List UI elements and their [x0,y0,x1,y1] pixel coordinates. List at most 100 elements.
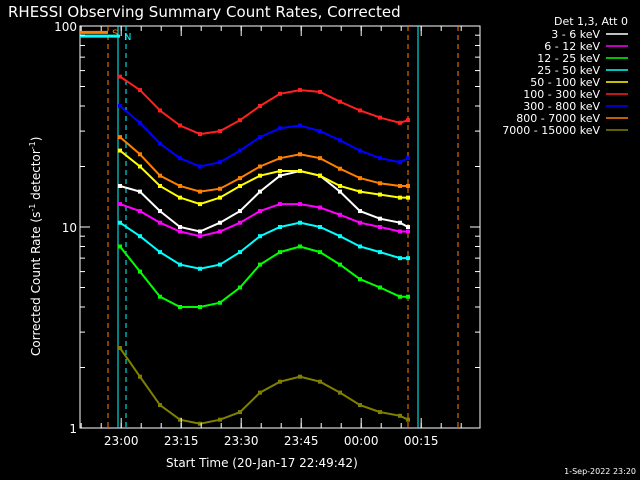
ylabel-main: Corrected Count Rate (s [29,212,43,356]
data-point [406,118,410,123]
data-point [318,205,322,210]
data-point [338,234,342,239]
data-point [338,262,342,267]
data-point [138,152,142,157]
legend-label: 300 - 800 keV [523,100,600,113]
data-point [218,160,222,165]
data-point [138,374,142,379]
data-point [138,209,142,214]
data-point [118,103,122,108]
vertical-lines [107,26,459,428]
data-point [218,417,222,422]
data-point [318,89,322,94]
data-point [358,108,362,113]
data-point [406,225,410,229]
data-point [378,225,382,229]
data-point [278,168,282,173]
series-line [119,169,409,233]
data-point [238,410,242,415]
data-point [298,220,302,225]
data-point [338,99,342,104]
data-point [198,202,202,207]
data-point [158,250,162,255]
data-point [358,209,362,214]
data-point [258,390,262,395]
data-point [298,88,302,93]
marker-label-n: N [124,32,131,43]
data-point [338,212,342,217]
data-point [398,195,402,200]
data-point [358,148,362,153]
data-point [406,156,410,161]
data-point [118,74,122,79]
ylabel-mid: detector [29,149,43,204]
x-axis-label: Start Time (20-Jan-17 22:49:42) [166,456,358,470]
data-point [218,186,222,191]
data-point [118,148,122,153]
data-point [218,262,222,267]
data-point [318,129,322,134]
data-point [238,148,242,153]
x-tick-label: 23:45 [284,434,319,448]
ylabel-end: ) [29,137,43,142]
data-point [178,304,182,309]
data-point [118,183,122,188]
ylabel-sup2: -1 [28,141,37,149]
data-point [378,181,382,186]
legend-label: 50 - 100 keV [530,76,600,89]
data-point [238,250,242,255]
data-point [258,164,262,169]
data-point [258,189,262,194]
data-point [198,164,202,169]
data-point [238,209,242,214]
marker-label-s: S [112,28,118,39]
data-point [118,346,122,351]
data-point [318,225,322,229]
data-point [278,126,282,131]
series-line [119,136,408,193]
data-point [358,277,362,282]
data-point [358,189,362,194]
data-point [218,129,222,134]
data-point [338,138,342,143]
data-point [378,156,382,161]
data-point [238,220,242,225]
x-tick-label: 00:00 [344,434,379,448]
y-tick-label: 10 [62,221,77,235]
series-group [118,74,410,426]
data-point [118,220,122,225]
data-point [406,294,410,299]
data-point [158,141,162,146]
data-point [258,209,262,214]
data-point [298,374,302,379]
data-point [398,220,402,225]
data-point [398,120,402,125]
data-point [278,250,282,255]
y-tick-label: 100 [54,20,77,34]
data-point [158,108,162,113]
data-point [198,132,202,137]
data-point [378,216,382,221]
data-point [138,120,142,125]
series-line [119,75,409,136]
data-point [198,304,202,309]
ylabel-sup1: -1 [28,204,37,212]
data-point [398,413,402,418]
y-tick-label: 1 [69,422,77,436]
data-point [298,123,302,128]
data-point [378,285,382,290]
data-point [138,269,142,274]
series-line [119,105,409,168]
data-point [398,160,402,165]
data-point [358,403,362,408]
data-point [158,403,162,408]
data-point [158,173,162,178]
data-point [178,417,182,422]
legend-label: 7000 - 15000 keV [502,124,600,137]
legend-label: 800 - 7000 keV [516,112,600,125]
data-point [358,244,362,249]
data-point [238,285,242,290]
legend-label: 25 - 50 keV [537,64,600,77]
